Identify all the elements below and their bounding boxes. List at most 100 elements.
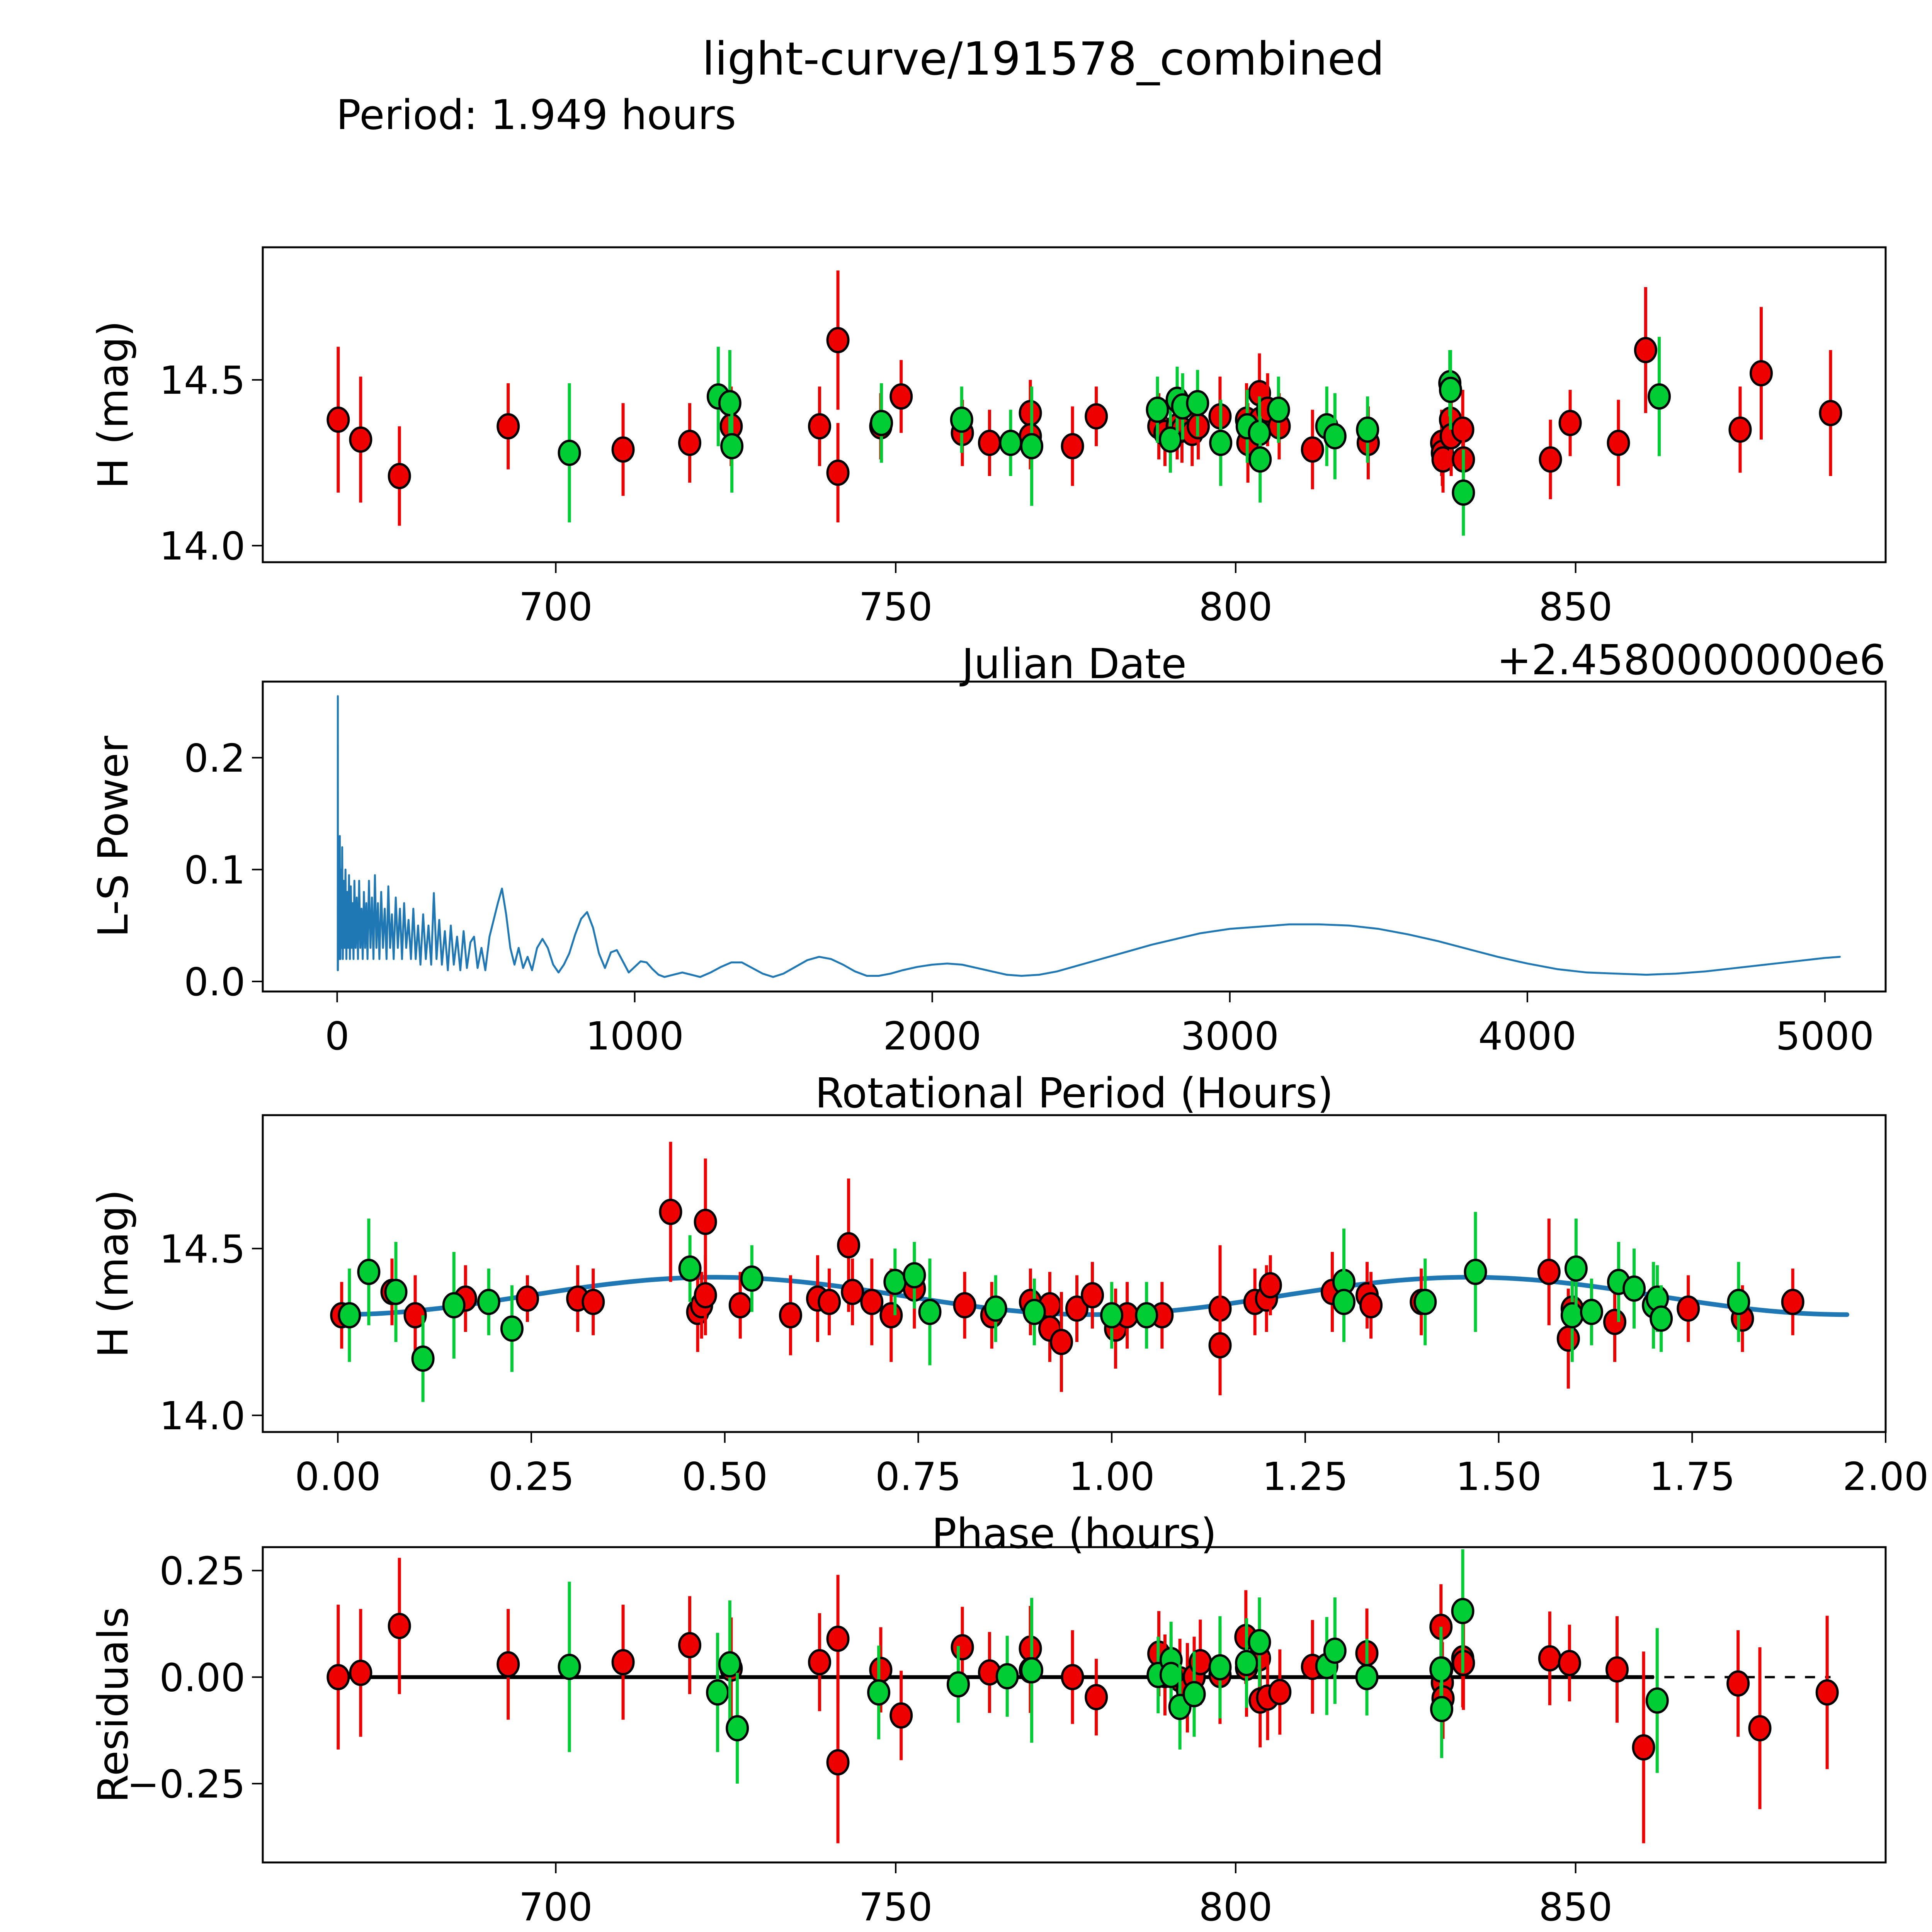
data-point	[582, 1289, 605, 1315]
data-point	[1539, 446, 1562, 473]
data-point	[728, 1292, 752, 1318]
panel-periodogram: 0 1000 2000 3000 4000 5000 0.0 0.1 0.2 Rotational…	[90, 680, 1887, 1117]
data-point	[1558, 1650, 1581, 1676]
y-tick-label: 0.2	[184, 736, 245, 781]
data-point	[826, 459, 850, 486]
x-tick-label: 850	[1539, 1884, 1612, 1930]
data-point	[515, 1285, 539, 1312]
data-point	[558, 1653, 581, 1680]
data-point	[1645, 1687, 1669, 1714]
data-point	[779, 1302, 802, 1328]
green-series	[558, 337, 1671, 536]
data-point	[995, 1663, 1019, 1690]
green-series	[558, 1549, 1669, 1784]
data-point	[659, 1199, 682, 1225]
data-point	[953, 1292, 976, 1318]
x-tick-label: 5000	[1776, 1014, 1874, 1059]
data-point	[826, 1626, 850, 1652]
data-point	[1323, 1637, 1347, 1664]
data-point	[1728, 416, 1752, 443]
data-point	[903, 1262, 926, 1289]
x-tick-label: 1.00	[1069, 1454, 1155, 1499]
y-tick-label: 14.5	[159, 1226, 245, 1272]
data-point	[1464, 1259, 1487, 1285]
data-point	[694, 1209, 717, 1235]
data-point	[1558, 410, 1582, 436]
data-point	[1748, 1715, 1772, 1742]
y-tick-label: 14.0	[159, 524, 245, 569]
data-point	[1268, 1679, 1292, 1705]
data-point	[889, 1702, 913, 1729]
data-point	[1580, 1299, 1603, 1325]
data-point	[497, 413, 520, 440]
red-series	[327, 270, 1842, 526]
data-point	[1248, 446, 1272, 473]
data-point	[1650, 1305, 1673, 1332]
data-point	[879, 1302, 903, 1328]
data-point	[678, 1632, 701, 1658]
data-point	[1248, 1629, 1271, 1655]
data-point	[1451, 1598, 1475, 1624]
data-point	[1020, 433, 1044, 459]
data-point	[1622, 1275, 1646, 1302]
data-point	[869, 1656, 893, 1683]
data-point	[384, 1279, 408, 1305]
data-point	[1267, 396, 1290, 423]
data-point	[818, 1289, 841, 1315]
data-point	[403, 1302, 427, 1328]
data-point	[860, 1289, 884, 1315]
y-tick-label: 0.25	[159, 1549, 245, 1594]
data-point	[1061, 1664, 1084, 1690]
data-point	[611, 436, 635, 463]
data-point	[678, 1255, 702, 1282]
data-point	[883, 1269, 907, 1295]
x-tick-label: 4000	[1478, 1014, 1577, 1059]
x-tick-label: 0	[325, 1014, 350, 1059]
data-point	[1439, 376, 1462, 403]
data-point	[1146, 396, 1169, 423]
data-point	[1430, 1696, 1454, 1723]
page-title: light-curve/191578_combined	[702, 32, 1384, 85]
data-point	[1186, 390, 1209, 417]
data-point	[1049, 1328, 1073, 1355]
data-point	[1100, 1302, 1124, 1328]
x-tick-label: 2.00	[1843, 1454, 1929, 1499]
data-point	[1208, 1654, 1232, 1680]
data-point	[808, 1649, 832, 1675]
data-point	[870, 410, 893, 436]
data-point	[1085, 1684, 1108, 1711]
x-tick-label: 800	[1199, 1884, 1272, 1930]
data-point	[718, 1651, 742, 1678]
x-axis-label: Phase (hours)	[932, 1510, 1217, 1558]
x-tick-label: 0.75	[875, 1454, 961, 1499]
data-point	[1564, 1255, 1588, 1282]
data-point	[984, 1295, 1007, 1322]
data-point	[1538, 1645, 1561, 1672]
data-point	[1159, 1662, 1183, 1688]
data-point	[1085, 403, 1108, 430]
x-tick-label: 0.00	[295, 1454, 381, 1499]
data-point	[1605, 1656, 1629, 1683]
data-point	[1061, 433, 1084, 459]
data-point	[1677, 1295, 1700, 1322]
data-point	[1209, 430, 1233, 456]
data-point	[951, 1634, 974, 1661]
data-point	[388, 463, 411, 489]
data-point	[726, 1715, 749, 1742]
y-axis-label: H (mag)	[90, 321, 138, 489]
data-point	[718, 390, 742, 417]
data-point	[1259, 1272, 1282, 1299]
x-tick-label: 3000	[1181, 1014, 1279, 1059]
x-tick-label: 1.75	[1649, 1454, 1735, 1499]
data-point	[837, 1232, 861, 1259]
x-tick-label: 0.50	[682, 1454, 768, 1499]
data-point	[694, 1282, 717, 1309]
x-tick-label: 0.25	[488, 1454, 575, 1499]
x-tick-label: 850	[1539, 584, 1612, 629]
data-point	[950, 406, 973, 433]
data-point	[1815, 1679, 1839, 1706]
data-point	[918, 1299, 942, 1325]
x-tick-label: 700	[519, 1884, 593, 1930]
